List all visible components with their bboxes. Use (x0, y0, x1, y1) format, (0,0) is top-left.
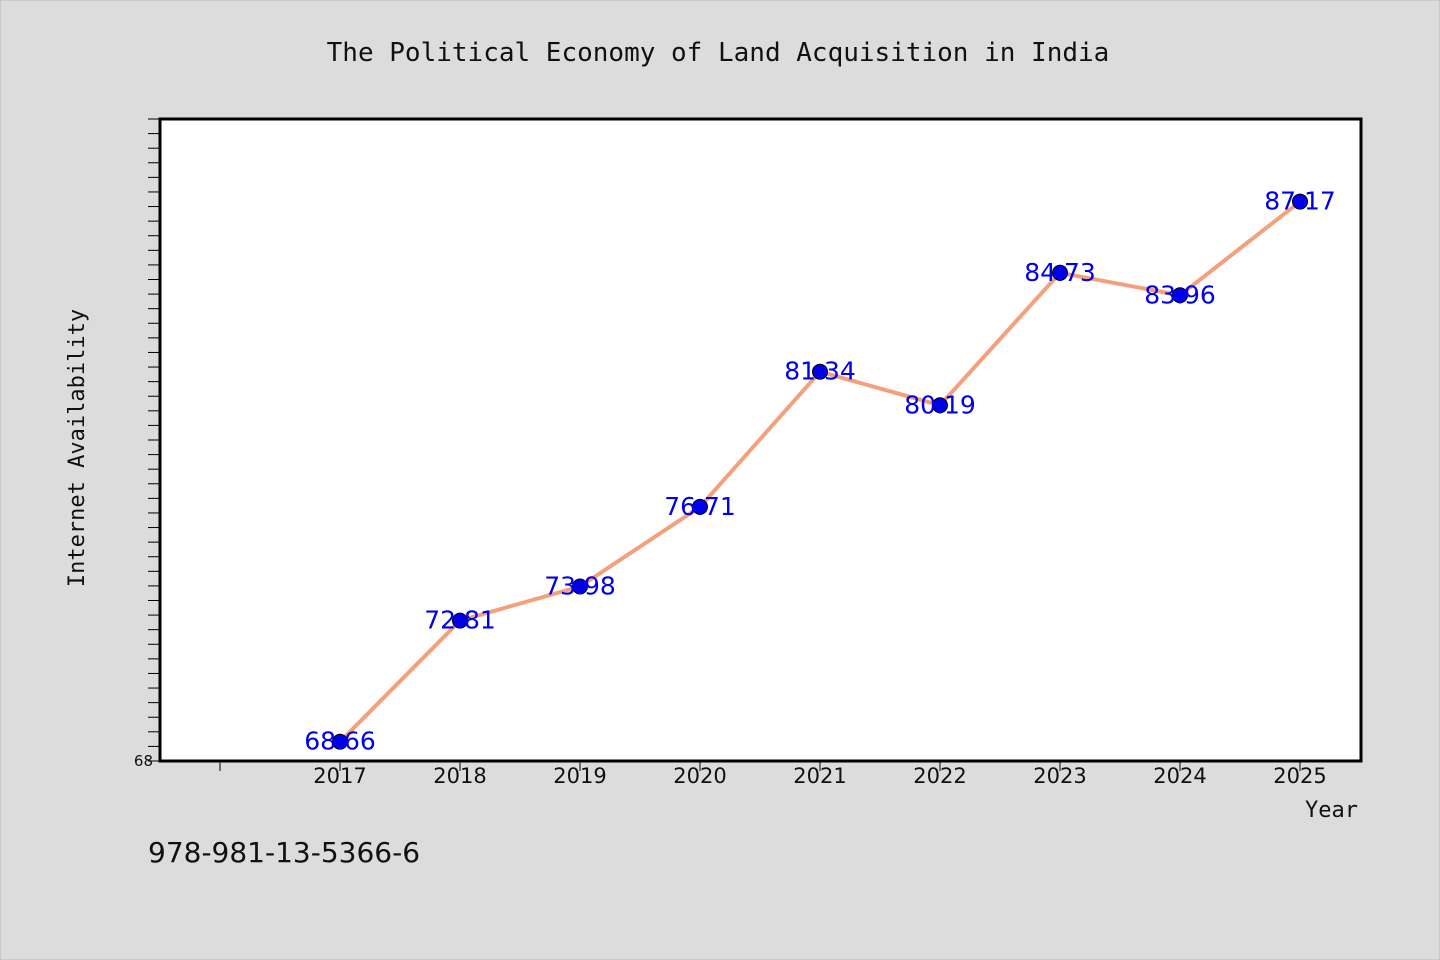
isbn-text: 978-981-13-5366-6 (148, 836, 420, 869)
y-axis-ticks: 68 (134, 118, 160, 770)
x-tick-label: 2022 (913, 764, 966, 788)
data-label: 80.19 (904, 390, 976, 419)
data-label: 72.81 (424, 606, 496, 635)
data-markers (332, 193, 1308, 750)
x-tick-label: 2018 (433, 764, 486, 788)
x-tick-label: 2025 (1273, 764, 1326, 788)
x-tick-label: 2017 (313, 764, 366, 788)
data-label: 76.71 (664, 492, 736, 521)
data-point (1292, 193, 1308, 210)
y-tick-label: 68 (134, 752, 153, 770)
chart-title: The Political Economy of Land Acquisitio… (327, 38, 1110, 68)
data-point (692, 498, 708, 515)
data-labels: 68.66 72.81 73.98 76.71 81.34 80.19 84.73 83.96… (304, 187, 1336, 756)
data-point (812, 363, 828, 380)
x-axis-label: Year (1305, 798, 1358, 823)
data-point (932, 397, 948, 414)
data-label: 87.17 (1264, 187, 1336, 216)
x-tick-label: 2024 (1153, 764, 1206, 788)
data-point (332, 733, 348, 750)
data-label: 81.34 (784, 357, 856, 386)
x-tick-label: 2021 (793, 764, 846, 788)
data-label: 83.96 (1144, 280, 1216, 309)
x-axis-ticks: 2017 2018 2019 2020 2021 2022 2023 2024 2025 (219, 761, 1327, 788)
data-point (452, 612, 468, 629)
data-point (1172, 287, 1188, 304)
data-label: 73.98 (544, 571, 616, 600)
data-point (572, 578, 588, 595)
x-tick-label: 2020 (673, 764, 726, 788)
data-label: 84.73 (1024, 258, 1096, 287)
x-tick-label: 2019 (553, 764, 606, 788)
data-label: 68.66 (304, 727, 376, 756)
y-axis-label: Internet Availability (65, 309, 90, 587)
data-point (1052, 264, 1068, 281)
x-tick-label: 2023 (1033, 764, 1086, 788)
